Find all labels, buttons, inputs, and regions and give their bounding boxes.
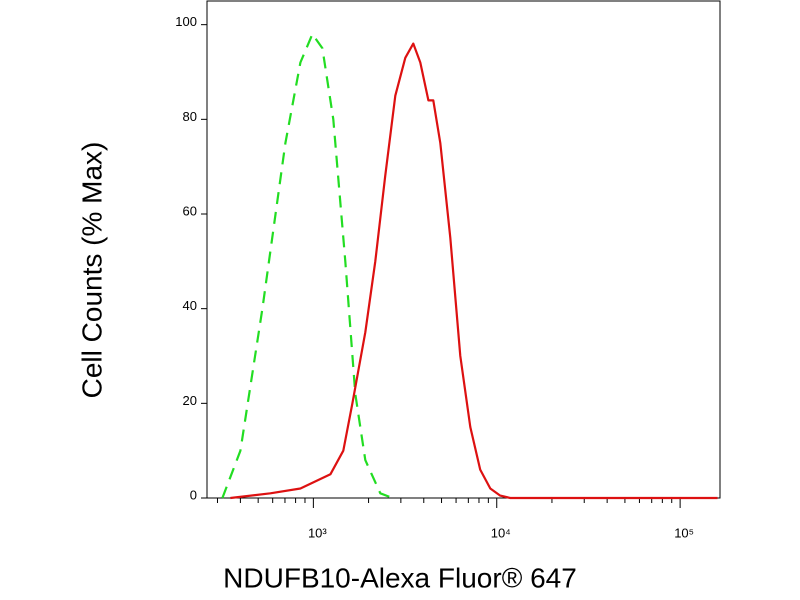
y-tick-label: 0: [190, 487, 197, 502]
x-tick-label: 10³: [308, 525, 327, 540]
series-line: [221, 33, 393, 500]
x-axis-label: NDUFB10-Alexa Fluor® 647: [223, 562, 577, 593]
y-tick-label: 20: [183, 393, 197, 408]
y-tick-label: 60: [183, 203, 197, 218]
y-axis-label: Cell Counts (% Max): [76, 142, 107, 399]
x-tick-label: 10⁴: [491, 525, 511, 540]
plot-frame: [206, 0, 721, 499]
series-line: [230, 42, 718, 500]
y-tick-label: 40: [183, 298, 197, 313]
x-tick-label: 10⁵: [674, 525, 694, 540]
y-tick-label: 100: [175, 14, 197, 29]
y-tick-label: 80: [183, 109, 197, 124]
